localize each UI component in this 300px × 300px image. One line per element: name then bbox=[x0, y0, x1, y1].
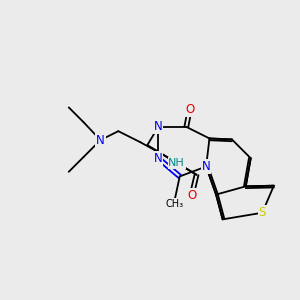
Text: O: O bbox=[185, 103, 194, 116]
Text: N: N bbox=[154, 120, 163, 134]
Text: S: S bbox=[259, 206, 266, 219]
Text: N: N bbox=[154, 152, 163, 165]
Text: N: N bbox=[202, 160, 211, 173]
Text: CH₃: CH₃ bbox=[166, 199, 184, 209]
Text: N: N bbox=[96, 134, 105, 147]
Text: O: O bbox=[187, 189, 196, 202]
Text: NH: NH bbox=[168, 158, 185, 168]
